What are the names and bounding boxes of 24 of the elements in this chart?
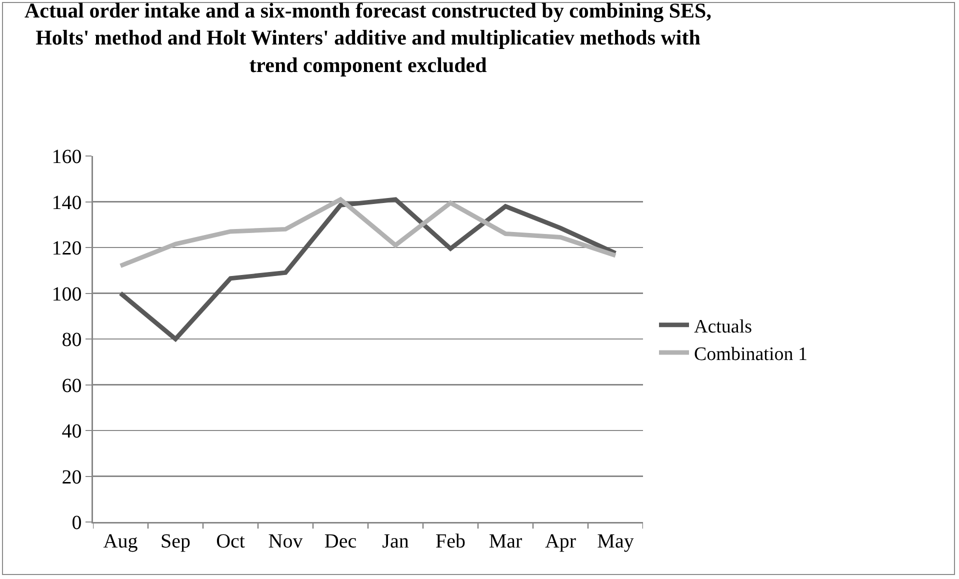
y-tick-label: 20 <box>62 466 82 488</box>
y-tick-label: 120 <box>52 238 82 260</box>
x-tick-label: Feb <box>436 530 466 552</box>
y-tick-label: 140 <box>52 192 82 214</box>
x-tick-label: Dec <box>324 530 357 552</box>
y-tick-label: 0 <box>72 512 82 534</box>
y-tick-label: 80 <box>62 329 82 351</box>
line-series <box>118 197 618 268</box>
x-tick-label: May <box>597 530 634 552</box>
x-tick-label: Apr <box>544 530 576 552</box>
x-tick-label: Sep <box>160 530 190 552</box>
x-tick-label: Nov <box>268 530 303 552</box>
chart-title: Actual order intake and a six-month forecast constructed by combining SES, Holts' method and Holt Winters' additive and multiplicatiev methods with trend component excluded <box>24 0 712 77</box>
x-tick-label: Jan <box>382 530 409 552</box>
line-series <box>118 197 618 342</box>
legend-label: Combination 1 <box>694 344 808 365</box>
y-tick-label: 60 <box>62 374 82 397</box>
x-tick-label: Oct <box>216 530 246 552</box>
y-tick-label: 40 <box>62 420 82 442</box>
y-tick-label: 160 <box>52 146 82 168</box>
legend-label: Actuals <box>694 316 752 338</box>
y-tick-label: 100 <box>52 283 82 306</box>
x-tick-label: Aug <box>103 530 138 552</box>
x-tick-label: Mar <box>488 530 522 552</box>
